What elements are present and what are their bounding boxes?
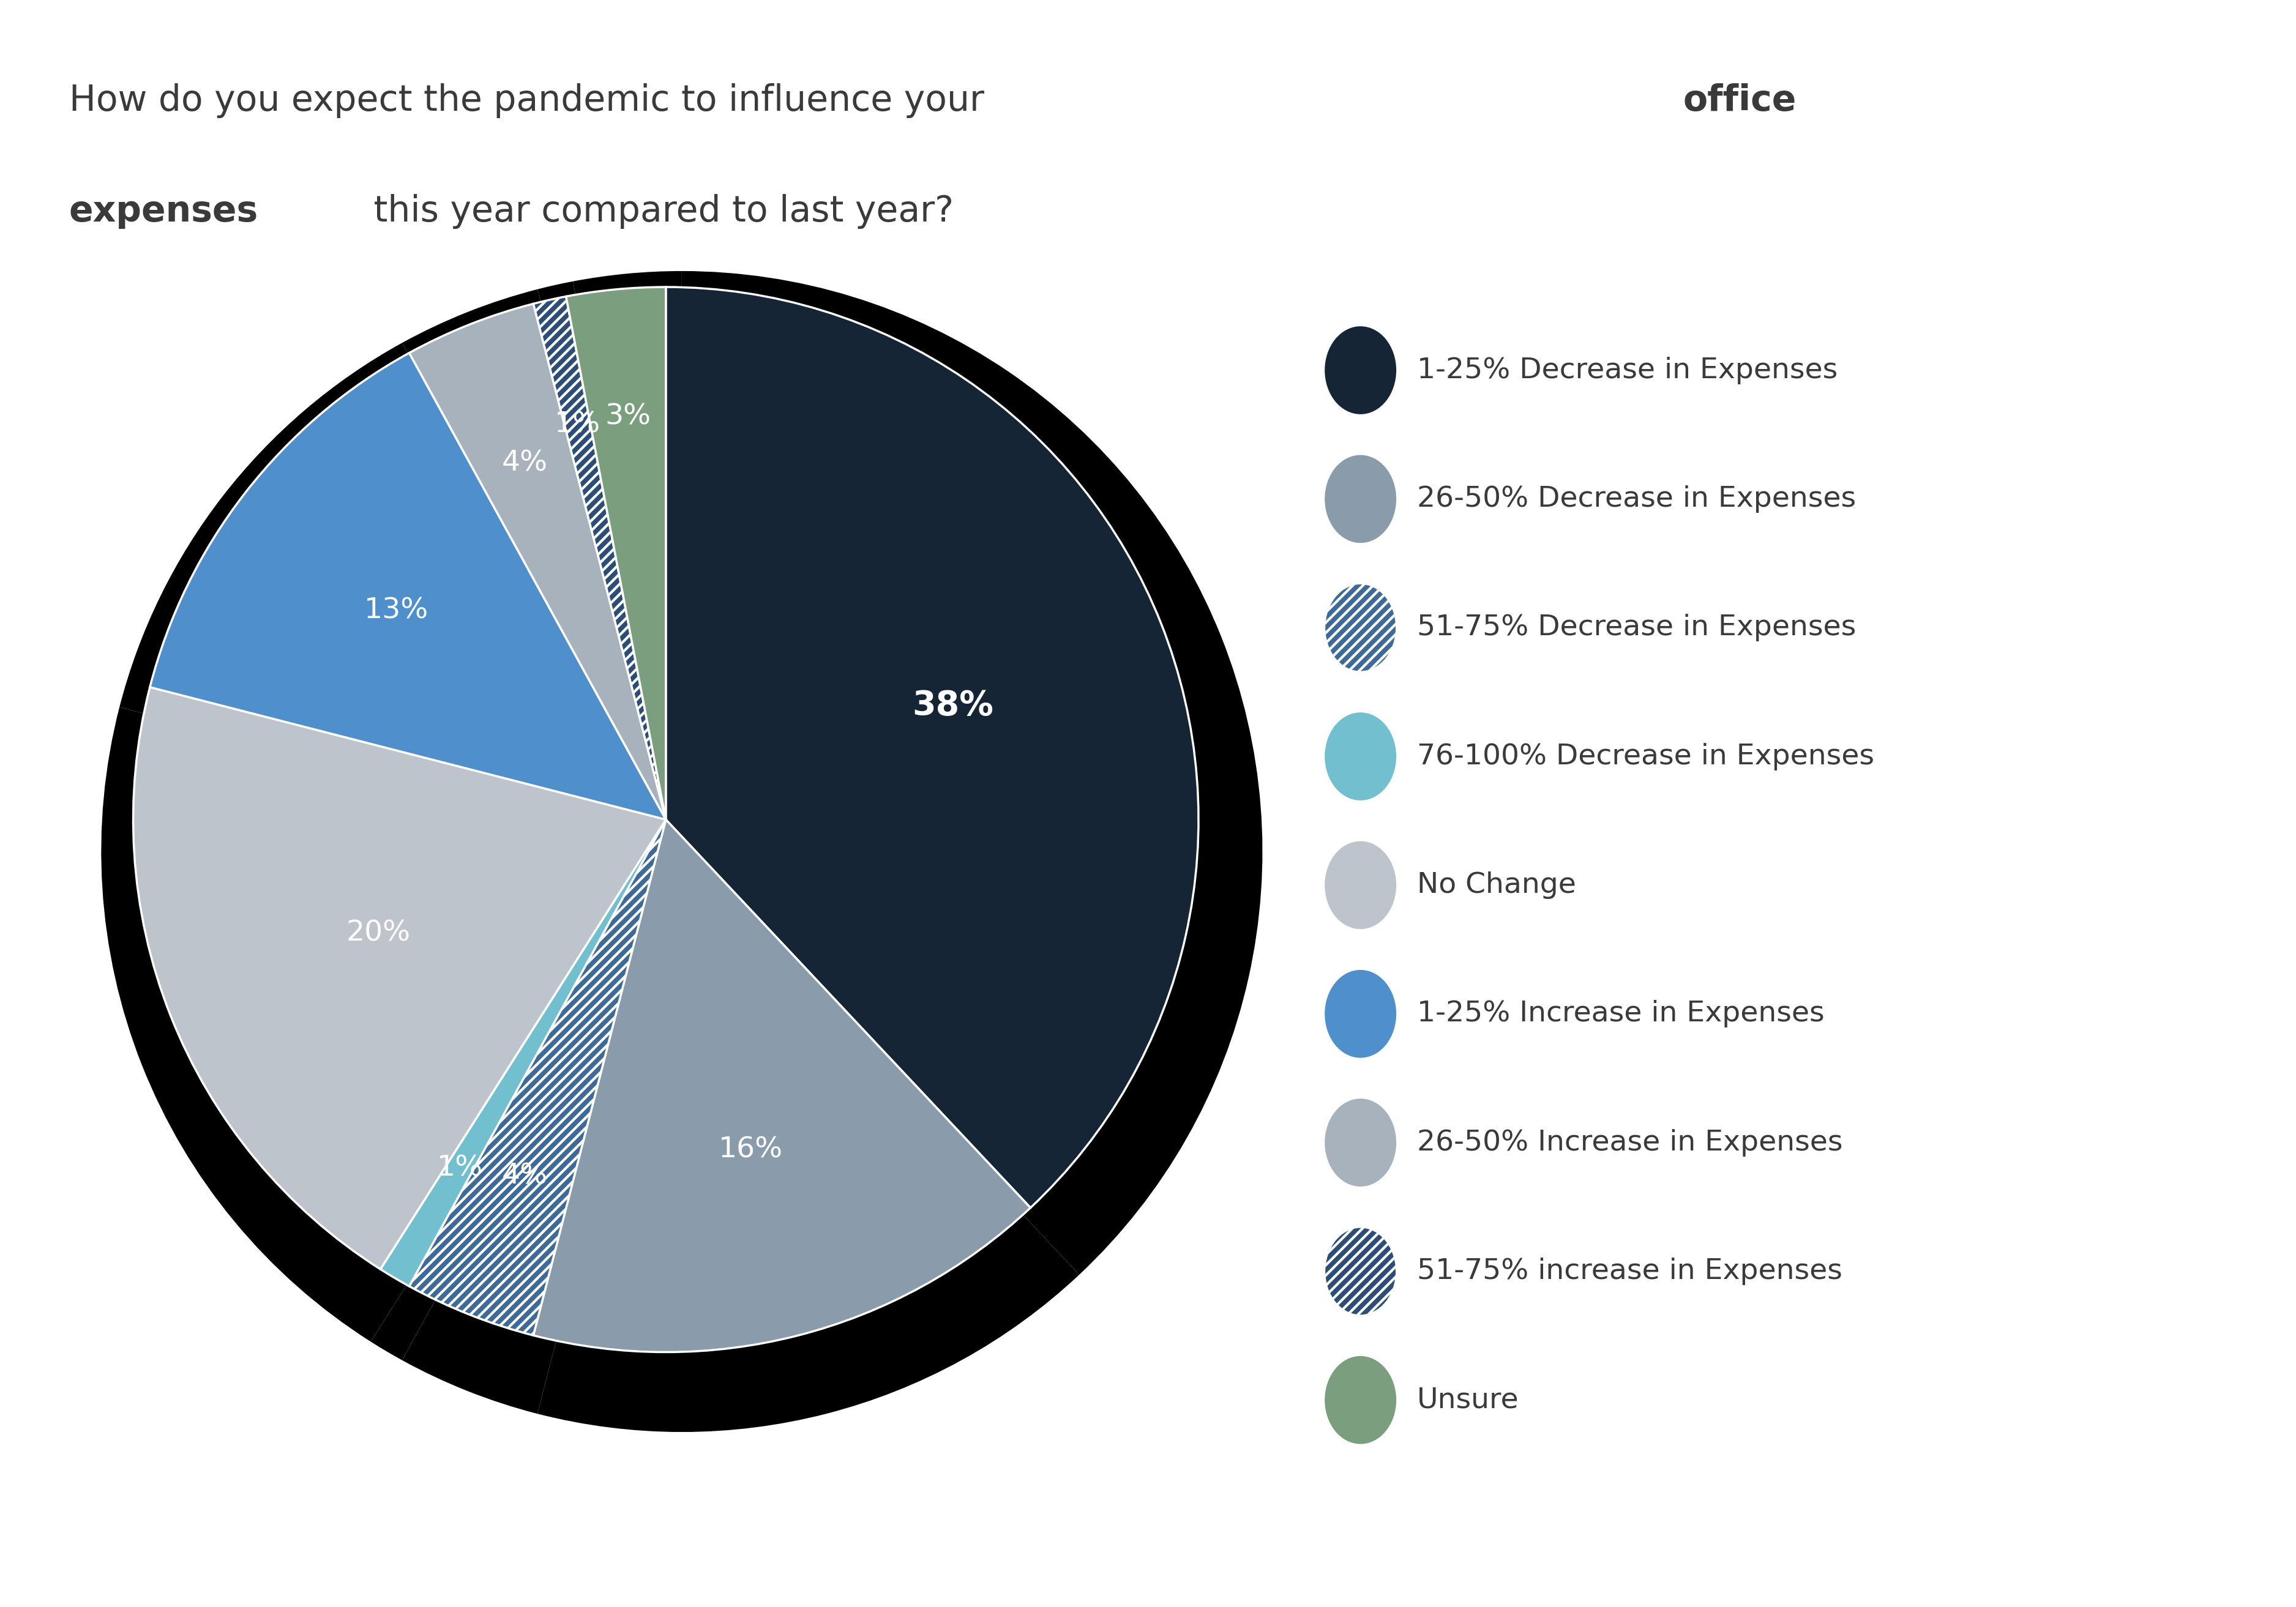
Text: 1-25% Increase in Expenses: 1-25% Increase in Expenses: [1417, 1000, 1825, 1027]
Wedge shape: [409, 304, 666, 820]
Wedge shape: [409, 820, 666, 1335]
Wedge shape: [567, 288, 666, 820]
Wedge shape: [402, 852, 682, 1414]
Wedge shape: [149, 354, 666, 820]
Text: 51-75% increase in Expenses: 51-75% increase in Expenses: [1417, 1258, 1841, 1286]
Wedge shape: [402, 289, 682, 852]
Wedge shape: [133, 688, 666, 1270]
Wedge shape: [370, 852, 682, 1360]
Text: 3%: 3%: [604, 403, 650, 431]
Wedge shape: [537, 281, 682, 852]
Circle shape: [1325, 326, 1396, 415]
Text: No Change: No Change: [1417, 871, 1575, 898]
Wedge shape: [101, 707, 682, 1342]
Text: 76-100% Decrease in Expenses: 76-100% Decrease in Expenses: [1417, 742, 1874, 770]
Circle shape: [1325, 1099, 1396, 1186]
Text: Unsure: Unsure: [1417, 1387, 1520, 1414]
Circle shape: [1325, 712, 1396, 800]
Wedge shape: [682, 272, 1263, 1274]
Wedge shape: [119, 342, 682, 852]
Wedge shape: [666, 288, 1199, 1208]
Text: 13%: 13%: [365, 596, 429, 625]
Wedge shape: [574, 272, 682, 852]
Wedge shape: [533, 296, 666, 820]
Text: 4%: 4%: [501, 1162, 549, 1189]
Text: 16%: 16%: [719, 1136, 783, 1163]
Text: 20%: 20%: [347, 919, 411, 947]
Circle shape: [1325, 455, 1396, 543]
Wedge shape: [533, 820, 1031, 1351]
Text: 38%: 38%: [912, 689, 994, 723]
Text: 26-50% Decrease in Expenses: 26-50% Decrease in Expenses: [1417, 485, 1855, 513]
Text: 26-50% Increase in Expenses: 26-50% Increase in Expenses: [1417, 1128, 1844, 1157]
Circle shape: [1325, 1228, 1396, 1315]
Text: 1%: 1%: [436, 1154, 482, 1181]
Text: 51-75% Decrease in Expenses: 51-75% Decrease in Expenses: [1417, 614, 1855, 641]
Wedge shape: [537, 852, 1079, 1432]
Circle shape: [1325, 1356, 1396, 1445]
Text: office: office: [1683, 84, 1798, 117]
Text: 4%: 4%: [501, 450, 549, 477]
Text: 1%: 1%: [556, 411, 602, 439]
Circle shape: [1325, 971, 1396, 1057]
Text: How do you expect the pandemic to influence your: How do you expect the pandemic to influe…: [69, 84, 994, 117]
Text: expenses: expenses: [69, 194, 257, 228]
Text: 1-25% Decrease in Expenses: 1-25% Decrease in Expenses: [1417, 357, 1837, 384]
Circle shape: [1325, 583, 1396, 672]
Circle shape: [1325, 840, 1396, 929]
Text: this year compared to last year?: this year compared to last year?: [363, 194, 953, 228]
Wedge shape: [381, 820, 666, 1286]
